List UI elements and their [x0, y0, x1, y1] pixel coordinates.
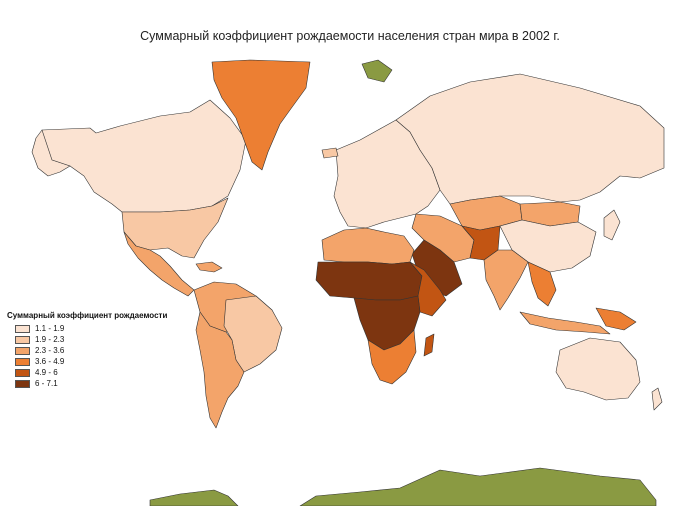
legend-title: Суммарный коэффициент рождаемости [7, 311, 168, 320]
antarctica-west-region [149, 489, 239, 506]
legend-label: 6 - 7.1 [35, 379, 58, 388]
legend-swatch [15, 346, 30, 355]
southern-africa-region [367, 329, 417, 385]
legend-item: 1.9 - 2.3 [15, 334, 167, 345]
legend-swatch [15, 324, 30, 333]
legend-swatch [15, 335, 30, 344]
canada-region [41, 99, 247, 213]
indonesia-region [519, 311, 611, 335]
alaska-region [31, 129, 71, 177]
india-region [483, 249, 529, 311]
legend: Суммарный коэффициент рождаемости 1.1 - … [7, 311, 167, 389]
antarctica-east-region [299, 467, 657, 506]
legend-swatch [15, 357, 30, 366]
legend-swatch [15, 368, 30, 377]
map-title: Суммарный коэффициент рождаемости населе… [140, 29, 560, 43]
middle-east-region [411, 213, 475, 263]
south-america-south-region [195, 311, 245, 429]
legend-item: 6 - 7.1 [15, 378, 167, 389]
new-zealand-region [651, 387, 663, 411]
iceland-region [321, 147, 339, 159]
southeast-asia-region [527, 261, 557, 307]
mexico-central-america-region [123, 231, 195, 297]
russia-region [395, 73, 665, 205]
legend-item: 2.3 - 3.6 [15, 345, 167, 356]
japan-region [603, 209, 621, 241]
greenland-region [211, 59, 311, 171]
legend-item: 1.1 - 1.9 [15, 323, 167, 334]
papua-new-guinea-region [595, 307, 637, 331]
sahel-region [315, 261, 423, 301]
arabian-peninsula-region [411, 239, 463, 297]
legend-label: 3.6 - 4.9 [35, 357, 65, 366]
legend-swatch [15, 379, 30, 388]
north-africa-region [321, 227, 415, 265]
legend-label: 2.3 - 3.6 [35, 346, 65, 355]
madagascar-region [423, 333, 435, 357]
legend-item: 4.9 - 6 [15, 367, 167, 378]
brazil-region [223, 295, 283, 373]
legend-label: 4.9 - 6 [35, 368, 58, 377]
legend-item: 3.6 - 4.9 [15, 356, 167, 367]
svalbard-region [361, 59, 393, 83]
australia-region [555, 337, 641, 401]
legend-label: 1.1 - 1.9 [35, 324, 65, 333]
europe-region [333, 119, 441, 229]
caribbean-region [195, 261, 223, 273]
legend-label: 1.9 - 2.3 [35, 335, 65, 344]
